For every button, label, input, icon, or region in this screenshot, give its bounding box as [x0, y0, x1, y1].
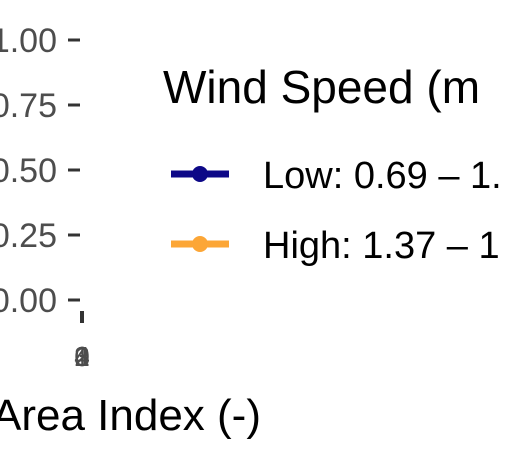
y-axis: 1.00 0.75 0.50 0.25 0.00	[0, 22, 80, 320]
legend: Wind Speed (m Low: 0.69 – 1. High: 1.37 –…	[163, 61, 502, 267]
y-tick-label: 0.00	[0, 282, 57, 320]
legend-label: Low: 0.69 – 1.	[263, 155, 502, 197]
x-tick-label: 0	[74, 341, 90, 372]
y-tick-label: 0.50	[0, 152, 57, 190]
x-axis-title: Area Index (-)	[0, 391, 261, 440]
y-tick-label: 0.25	[0, 217, 57, 255]
y-tick-label: 0.75	[0, 87, 57, 125]
legend-title: Wind Speed (m	[163, 61, 480, 113]
legend-label: High: 1.37 – 1	[263, 225, 500, 267]
x-tick-label: 3	[74, 341, 90, 372]
x-tick-label: 1	[74, 341, 90, 372]
x-tick-label: 2	[74, 341, 90, 372]
legend-entry: High: 1.37 – 1	[171, 225, 500, 267]
x-tick-label: 4	[74, 341, 90, 372]
legend-key-point	[192, 236, 208, 252]
y-tick-label: 1.00	[0, 22, 57, 60]
legend-entry: Low: 0.69 – 1.	[171, 155, 502, 197]
legend-key-point	[192, 166, 208, 182]
legend-entries: Low: 0.69 – 1. High: 1.37 – 1	[171, 155, 502, 267]
